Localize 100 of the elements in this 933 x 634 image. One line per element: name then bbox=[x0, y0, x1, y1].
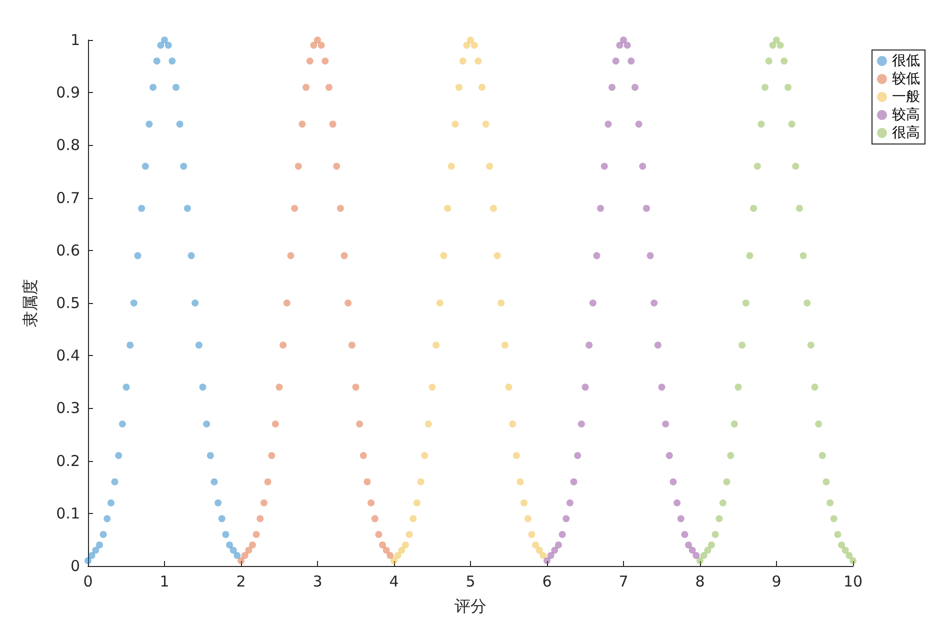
point bbox=[536, 546, 543, 554]
point bbox=[180, 162, 188, 170]
point bbox=[620, 36, 627, 44]
y-tick-label: 0.5 bbox=[56, 294, 80, 312]
point bbox=[428, 384, 436, 391]
point bbox=[467, 36, 474, 44]
point bbox=[712, 530, 719, 538]
point bbox=[734, 384, 742, 391]
x-tick-label: 9 bbox=[772, 572, 782, 590]
point bbox=[727, 452, 734, 460]
point bbox=[398, 546, 406, 554]
point bbox=[704, 546, 712, 554]
point bbox=[642, 204, 650, 212]
point bbox=[126, 342, 134, 349]
point bbox=[562, 515, 570, 522]
point bbox=[344, 300, 352, 306]
point bbox=[142, 162, 149, 170]
point bbox=[364, 478, 371, 486]
x-tick-label: 5 bbox=[466, 572, 476, 590]
point bbox=[379, 541, 386, 548]
point bbox=[639, 162, 646, 170]
legend-label: 一般 bbox=[892, 89, 920, 105]
point bbox=[589, 300, 596, 306]
y-tick-label: 0 bbox=[70, 557, 80, 575]
point bbox=[600, 162, 608, 170]
point bbox=[478, 84, 486, 91]
point bbox=[807, 342, 814, 349]
point bbox=[371, 515, 378, 522]
y-tick-label: 0.7 bbox=[56, 188, 80, 207]
point bbox=[544, 557, 550, 564]
point bbox=[742, 300, 750, 306]
point bbox=[716, 515, 723, 522]
point bbox=[784, 84, 792, 91]
point bbox=[558, 530, 566, 538]
point bbox=[830, 515, 838, 522]
x-tick-label: 6 bbox=[542, 572, 552, 590]
point bbox=[417, 478, 424, 486]
point bbox=[238, 557, 244, 564]
point bbox=[822, 478, 830, 486]
point bbox=[111, 478, 118, 486]
y-tick-label: 1 bbox=[70, 31, 80, 49]
point bbox=[612, 58, 620, 65]
point bbox=[780, 58, 788, 65]
point bbox=[356, 420, 364, 428]
point bbox=[811, 384, 818, 391]
legend-label: 较高 bbox=[892, 107, 920, 123]
point bbox=[486, 162, 494, 170]
point bbox=[723, 478, 730, 486]
point bbox=[130, 300, 138, 306]
point bbox=[394, 552, 402, 559]
point bbox=[172, 84, 180, 91]
point bbox=[440, 252, 448, 260]
point bbox=[628, 58, 635, 65]
point bbox=[815, 420, 822, 428]
point bbox=[776, 42, 784, 49]
point bbox=[333, 162, 340, 170]
point bbox=[566, 499, 574, 506]
point bbox=[570, 478, 578, 486]
point bbox=[800, 252, 807, 260]
point bbox=[122, 384, 130, 391]
point bbox=[769, 42, 776, 49]
point bbox=[773, 36, 780, 44]
point bbox=[230, 546, 237, 554]
point bbox=[700, 552, 708, 559]
y-tick-label: 0.3 bbox=[56, 399, 80, 418]
point bbox=[176, 120, 184, 128]
point bbox=[554, 541, 562, 548]
point bbox=[738, 342, 746, 349]
point bbox=[532, 541, 540, 548]
point bbox=[134, 252, 142, 260]
point bbox=[153, 58, 160, 65]
point bbox=[631, 84, 638, 91]
point bbox=[436, 300, 444, 306]
point bbox=[456, 84, 463, 91]
point bbox=[241, 552, 248, 559]
x-tick-label: 2 bbox=[236, 572, 246, 590]
x-tick-label: 1 bbox=[160, 572, 170, 590]
point bbox=[459, 58, 466, 65]
point bbox=[118, 420, 126, 428]
point bbox=[708, 541, 715, 548]
point bbox=[294, 162, 302, 170]
point bbox=[692, 552, 700, 559]
y-tick-label: 0.9 bbox=[56, 84, 80, 102]
point bbox=[210, 478, 218, 486]
point bbox=[597, 204, 604, 212]
point bbox=[624, 42, 631, 49]
point bbox=[260, 499, 268, 506]
y-axis-title: 隶属度 bbox=[20, 279, 40, 327]
point bbox=[226, 541, 234, 548]
point bbox=[283, 300, 290, 306]
point bbox=[360, 452, 367, 460]
point bbox=[203, 420, 210, 428]
point bbox=[199, 384, 206, 391]
point bbox=[107, 499, 114, 506]
point bbox=[681, 530, 688, 538]
point bbox=[792, 162, 800, 170]
point bbox=[730, 420, 738, 428]
point bbox=[168, 58, 176, 65]
x-axis-title: 评分 bbox=[454, 596, 486, 616]
point bbox=[413, 499, 420, 506]
